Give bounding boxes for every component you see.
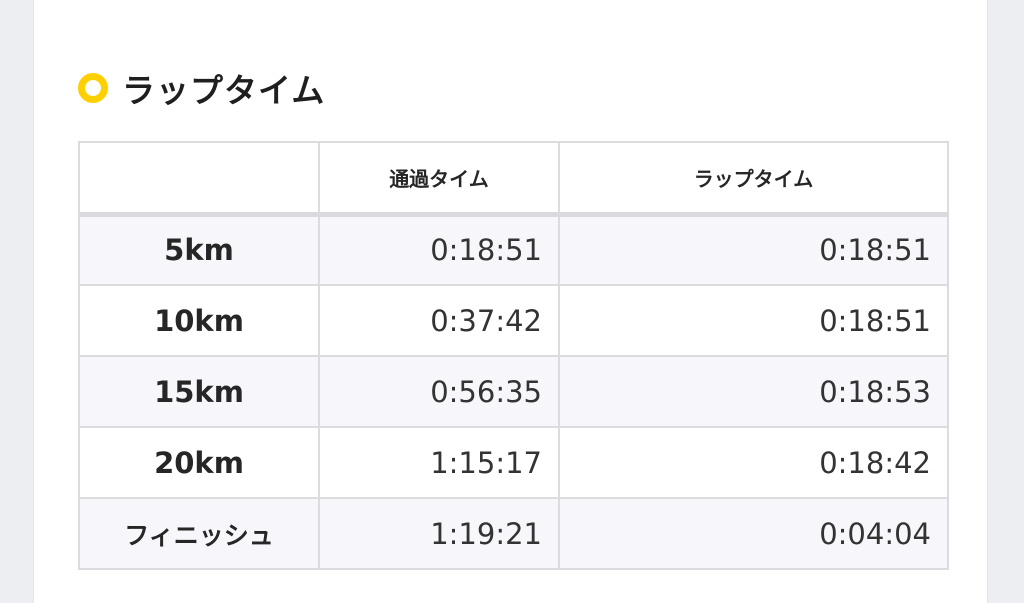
table-row: 5km 0:18:51 0:18:51 <box>78 213 949 286</box>
split-time-cell: 1:19:21 <box>318 497 560 570</box>
header-split-time: 通過タイム <box>318 141 560 217</box>
table-row: 10km 0:37:42 0:18:51 <box>78 284 949 357</box>
table-row: フィニッシュ 1:19:21 0:04:04 <box>78 497 949 570</box>
row-label: 15km <box>78 355 320 428</box>
content-card: ラップタイム 通過タイム ラップタイム 5km 0:18:51 0:18:51 … <box>33 0 988 603</box>
header-lap-time: ラップタイム <box>558 141 949 217</box>
section-title: ラップタイム <box>122 71 326 110</box>
row-label: 5km <box>78 213 320 286</box>
circle-bullet-icon <box>78 73 108 103</box>
lap-time-cell: 0:18:51 <box>558 284 949 357</box>
split-time-cell: 0:37:42 <box>318 284 560 357</box>
row-label: フィニッシュ <box>78 497 320 570</box>
lap-time-table: 通過タイム ラップタイム 5km 0:18:51 0:18:51 10km 0:… <box>78 141 949 570</box>
lap-time-cell: 0:18:42 <box>558 426 949 499</box>
header-empty <box>78 141 320 217</box>
split-time-cell: 0:56:35 <box>318 355 560 428</box>
lap-time-cell: 0:04:04 <box>558 497 949 570</box>
lap-time-cell: 0:18:51 <box>558 213 949 286</box>
lap-time-cell: 0:18:53 <box>558 355 949 428</box>
row-label: 10km <box>78 284 320 357</box>
split-time-cell: 0:18:51 <box>318 213 560 286</box>
row-label: 20km <box>78 426 320 499</box>
table-row: 20km 1:15:17 0:18:42 <box>78 426 949 499</box>
section-heading: ラップタイム <box>78 62 325 114</box>
table-header-row: 通過タイム ラップタイム <box>78 141 949 217</box>
split-time-cell: 1:15:17 <box>318 426 560 499</box>
table-row: 15km 0:56:35 0:18:53 <box>78 355 949 428</box>
